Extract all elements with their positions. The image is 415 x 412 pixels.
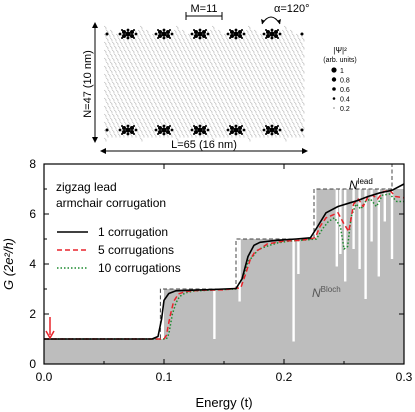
series-1-corrugation (44, 183, 405, 340)
bloch-dip-7 (352, 189, 355, 249)
threshold-arrow (45, 317, 55, 340)
density-legend-title: |Ψ|² (333, 46, 347, 55)
density-legend-subtitle: (arb. units) (323, 57, 356, 64)
bloch-dip-1 (238, 239, 241, 302)
wavefunction-density-spots (105, 28, 304, 136)
density-spot-top-4 (262, 28, 282, 40)
axis-ticks: 0.0 0.1 0.2 0.3 0 2 4 6 8 (29, 157, 412, 384)
y-axis-label: G (2e²/h) (1, 238, 16, 290)
l-arrowhead-left (100, 148, 106, 154)
ribbon-lattice (103, 25, 305, 142)
density-spot-bottom-3 (226, 124, 246, 136)
density-legend-dot-1 (331, 77, 337, 82)
density-legend-value-4: 0.2 (340, 106, 350, 113)
bloch-dip-3 (297, 239, 300, 274)
annotation-zigzag-lead: zigzag lead (56, 180, 117, 194)
x-axis-label: Energy (t) (195, 395, 252, 410)
edge-spot-1 (300, 32, 304, 36)
legend-label-5-corrugations: 5 corrugations (98, 243, 174, 257)
density-spot-bottom-0 (118, 124, 138, 136)
l-arrowhead-right (302, 148, 308, 154)
series-layer (44, 183, 405, 340)
n-arrowhead-top (92, 22, 98, 28)
n-label: N=47 (10 nm) (82, 50, 94, 118)
bloch-dip-13 (390, 189, 394, 259)
density-spot-top-3 (226, 28, 246, 40)
n-arrowhead-bottom (92, 137, 98, 143)
alpha-arrowhead-left (261, 19, 265, 24)
density-spot-bottom-2 (190, 124, 210, 136)
density-legend-value-3: 0.4 (340, 97, 350, 104)
y-tick-label-1: 2 (29, 307, 36, 321)
alpha-arrowhead-right (277, 19, 281, 24)
bloch-dip-9 (364, 189, 367, 299)
y-tick-label-2: 4 (29, 257, 36, 271)
bloch-dip-5 (339, 189, 342, 254)
y-tick-label-0: 0 (29, 357, 36, 371)
bloch-dip-4 (335, 189, 338, 267)
y-tick-label-3: 6 (29, 207, 36, 221)
l-label: L=65 (16 nm) (171, 139, 237, 151)
density-legend-value-1: 0.8 (340, 78, 350, 85)
bloch-dip-0 (213, 289, 216, 339)
bloch-filled-region (44, 189, 404, 364)
x-tick-label-2: 0.2 (276, 370, 293, 384)
chart-legend: 1 corrugation 5 corrugations 10 corrugat… (57, 225, 181, 275)
density-spot-top-2 (190, 28, 210, 40)
arrow-head (45, 330, 55, 340)
edge-spot-0 (105, 32, 109, 36)
bloch-area (44, 189, 404, 364)
density-spot-top-0 (118, 28, 138, 40)
density-spot-bottom-1 (154, 124, 174, 136)
series-5-corrugations (44, 189, 405, 340)
inset-schematic: M=11 α=120° N=47 (10 nm) L=65 (16 nm) |Ψ… (82, 3, 357, 154)
x-tick-label-0: 0.0 (36, 370, 53, 384)
alpha-label: α=120° (274, 3, 310, 15)
conductance-chart: 0.0 0.1 0.2 0.3 0 2 4 6 8 Energy (t) G (2e²/h) z… (1, 157, 413, 410)
series-n-lead (44, 163, 404, 340)
annotation-armchair-corrugation: armchair corrugation (56, 196, 166, 210)
bloch-dip-10 (370, 189, 373, 242)
density-spot-bottom-4 (262, 124, 282, 136)
density-legend-value-0: 1 (340, 68, 344, 75)
bloch-dip-11 (377, 189, 380, 277)
m-label: M=11 (190, 3, 217, 15)
legend-label-1-corrugation: 1 corrugation (98, 225, 168, 239)
density-legend: |Ψ|² (arb. units) 1 0.8 0.6 0.4 0.2 (323, 46, 356, 113)
density-legend-value-2: 0.6 (340, 87, 350, 94)
bloch-dip-2 (292, 239, 295, 342)
y-tick-label-4: 8 (29, 157, 36, 171)
bloch-dip-8 (358, 189, 361, 269)
x-tick-label-1: 0.1 (156, 370, 173, 384)
legend-label-10-corrugations: 10 corrugations (98, 261, 181, 275)
edge-spot-3 (300, 128, 304, 132)
density-legend-dot-4 (333, 107, 335, 109)
edge-spot-2 (105, 128, 109, 132)
bloch-dip-6 (344, 189, 347, 282)
x-tick-label-3: 0.3 (396, 370, 413, 384)
lead-steps-layer (44, 163, 404, 340)
density-spot-top-1 (154, 28, 174, 40)
alpha-arc (261, 16, 281, 25)
density-legend-dot-3 (332, 97, 336, 100)
bloch-dip-12 (383, 189, 386, 222)
lattice-bonds (103, 25, 305, 142)
density-legend-dot-0 (331, 67, 337, 73)
density-legend-dot-2 (332, 87, 336, 91)
